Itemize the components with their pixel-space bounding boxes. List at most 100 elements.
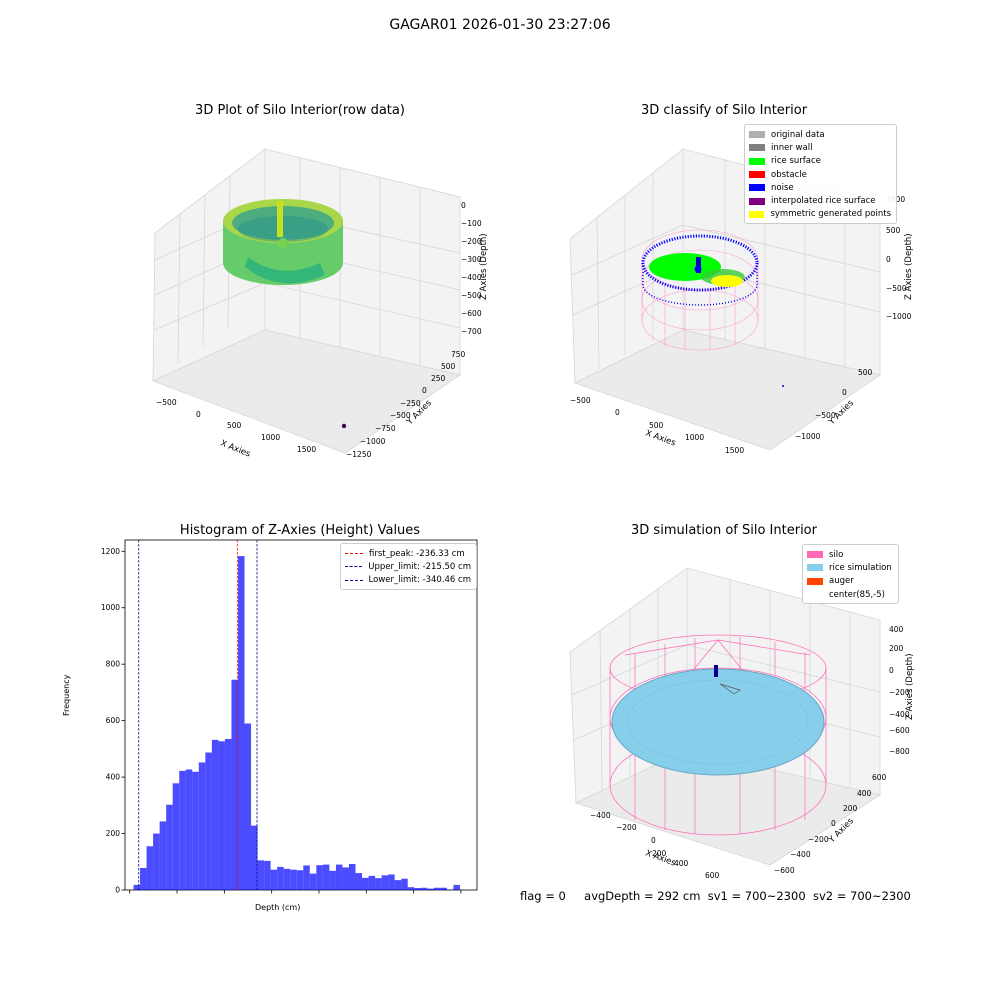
hist-bar xyxy=(198,762,206,890)
panel1-3d-plot: −500 0 500 1000 1500 750 500 250 0 −250 … xyxy=(151,148,489,460)
panel2-symmetric-points xyxy=(711,275,743,287)
hist-bar xyxy=(407,887,415,890)
hist-bar xyxy=(427,888,434,890)
panel1-tick-labels: −500 0 500 1000 1500 750 500 250 0 −250 … xyxy=(156,201,482,459)
legend-swatch xyxy=(749,144,765,152)
legend-swatch xyxy=(749,171,765,179)
avg-depth-text: avgDepth = 292 cm xyxy=(584,889,701,903)
hist-bar xyxy=(335,864,343,890)
p4-xtick: −400 xyxy=(590,811,611,820)
panel1-point-cloud xyxy=(223,199,347,429)
legend-swatch xyxy=(807,551,823,559)
p1-ztick: −100 xyxy=(461,219,482,228)
panel2-obstacle-base xyxy=(694,265,702,273)
legend-line-sample xyxy=(345,579,363,581)
hist-y-tick-label: 1000 xyxy=(101,603,120,612)
hist-y-tick-label: 0 xyxy=(115,886,120,895)
p2-xtick: 0 xyxy=(615,408,620,417)
panel4-rice-simulation xyxy=(611,668,825,776)
status-footer: flag = 0 avgDepth = 292 cm sv1 = 700~230… xyxy=(520,889,911,903)
p4-xtick: 200 xyxy=(652,849,667,858)
hist-bar xyxy=(453,884,460,890)
hist-bar xyxy=(381,875,389,890)
hist-bars xyxy=(133,556,460,890)
panel4-auger xyxy=(714,665,718,677)
panel2-title: 3D classify of Silo Interior xyxy=(640,103,808,118)
p2-ztick: 500 xyxy=(886,226,901,235)
p2-ztick: −1000 xyxy=(886,312,912,321)
legend-line-sample xyxy=(345,566,363,568)
p1-xtick: 1500 xyxy=(297,445,316,454)
p1-xtick: 500 xyxy=(227,421,242,430)
p4-ytick: −200 xyxy=(808,835,829,844)
hist-bar xyxy=(244,723,252,890)
p1-ytick: 0 xyxy=(422,386,427,395)
p2-z-label: Z Axies (Depth) xyxy=(904,233,914,300)
p4-xtick: 0 xyxy=(651,836,656,845)
hist-bar xyxy=(270,869,278,890)
legend-swatch xyxy=(807,591,823,599)
hist-bar xyxy=(264,860,271,890)
hist-bar xyxy=(172,783,180,890)
hist-bar xyxy=(277,866,284,890)
panel4-legend: silo rice simulation auger center(85,-5) xyxy=(802,544,899,605)
p1-xtick: 1000 xyxy=(261,433,280,442)
panel2-obstacle xyxy=(696,257,701,273)
panel3-histogram: −350−300−250−200−150−100−500 0 200 400 600 8… xyxy=(101,539,478,895)
panel4-rice-mesh xyxy=(627,679,809,765)
hist-bar xyxy=(257,860,265,890)
hist-bar xyxy=(446,889,454,890)
p1-ytick: −750 xyxy=(375,424,396,433)
hist-bar xyxy=(303,865,310,890)
p1-ztick: 0 xyxy=(461,201,466,210)
hist-bar xyxy=(185,769,193,890)
panel2-legend: original data inner wall rice surface ob… xyxy=(744,124,897,225)
p2-ztick: 0 xyxy=(886,255,891,264)
hist-y-label: Frequency xyxy=(62,674,71,716)
p4-xtick: −200 xyxy=(616,823,637,832)
sv2-text: sv2 = 700~2300 xyxy=(812,889,911,903)
hist-bar xyxy=(316,865,323,890)
hist-bar xyxy=(296,870,304,890)
p1-xtick: −500 xyxy=(156,398,177,407)
p1-ytick: 500 xyxy=(441,362,456,371)
p2-xtick: 1500 xyxy=(725,446,744,455)
p4-ztick: −400 xyxy=(889,710,910,719)
legend-swatch xyxy=(749,157,765,165)
hist-bar xyxy=(179,770,186,890)
legend-item-original-data: original data xyxy=(749,128,891,141)
legend-item-silo: silo xyxy=(807,548,893,561)
p2-ytick: 0 xyxy=(842,388,847,397)
legend-swatch xyxy=(807,577,823,585)
flag-text: flag = 0 xyxy=(520,889,566,903)
legend-item-upper-limit: Upper_limit: -215.50 cm xyxy=(345,560,471,573)
legend-item-inner-wall: inner wall xyxy=(749,141,891,154)
p1-ytick: −250 xyxy=(400,399,421,408)
legend-item-obstacle: obstacle xyxy=(749,168,891,181)
panel2-noise-outlier xyxy=(782,385,784,387)
legend-item-noise: noise xyxy=(749,181,891,194)
panel4-tick-labels: −400 −200 0 200 400 600 600 400 200 0 −2… xyxy=(590,625,910,880)
p1-ztick: −600 xyxy=(461,309,482,318)
p4-ytick: 600 xyxy=(872,773,887,782)
hist-bar xyxy=(329,870,336,890)
panel2-noise-ring xyxy=(641,234,759,306)
hist-y-tick-label: 1200 xyxy=(101,547,120,556)
hist-x-ticks: −350−300−250−200−150−100−500 xyxy=(129,890,462,894)
p4-ytick: 400 xyxy=(857,789,872,798)
hist-bar xyxy=(237,556,245,890)
p4-ztick: 0 xyxy=(889,666,894,675)
legend-item-lower-limit: Lower_limit: -340.46 cm xyxy=(345,574,471,587)
hist-bar xyxy=(368,875,376,890)
legend-line-sample xyxy=(345,553,363,555)
hist-y-ticks: 0 200 400 600 800 1000 1200 xyxy=(101,547,125,895)
hist-bar xyxy=(414,888,421,890)
p1-ytick: −1000 xyxy=(360,437,386,446)
hist-bar xyxy=(388,874,395,890)
hist-bar xyxy=(309,873,317,890)
hist-y-tick-label: 600 xyxy=(106,716,121,725)
hist-bar xyxy=(362,877,369,890)
central-obstacle xyxy=(277,201,283,237)
hist-y-tick-label: 400 xyxy=(106,773,121,782)
p2-xtick: 1000 xyxy=(685,433,704,442)
